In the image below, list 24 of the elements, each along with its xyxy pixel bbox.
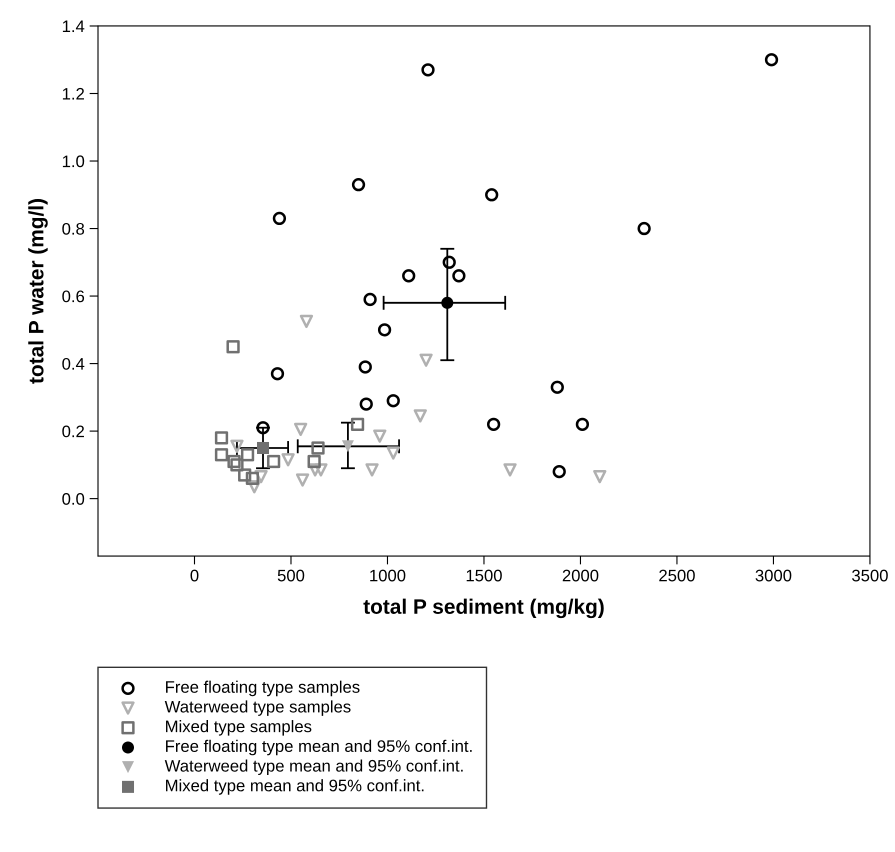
y-tick-label: 1.4 xyxy=(62,20,84,32)
y-tick-label: 1.2 xyxy=(62,88,84,100)
legend-label: Mixed type samples xyxy=(166,720,312,736)
legend-label: Free floating type samples xyxy=(166,680,360,696)
legend-label: Waterweed type samples xyxy=(164,700,351,716)
x-tick-label: 0 xyxy=(190,570,198,582)
x-tick-label: 500 xyxy=(278,570,304,582)
y-tick-label: 0.0 xyxy=(62,493,84,505)
legend-label: Free floating type mean and 95% conf.int. xyxy=(166,740,472,756)
legend-label: Mixed type mean and 95% conf.int. xyxy=(166,779,424,795)
x-tick-label: 3500 xyxy=(852,570,888,582)
y-tick-label: 0.2 xyxy=(62,426,84,438)
x-tick-label: 3000 xyxy=(756,570,792,582)
x-tick-label: 2000 xyxy=(562,570,598,582)
x-tick-label: 1000 xyxy=(370,570,406,582)
y-axis-title: total P water (mg/l) xyxy=(28,199,48,384)
x-axis-title: total P sediment (mg/kg) xyxy=(363,598,604,618)
legend-label: Waterweed type mean and 95% conf.int. xyxy=(164,759,463,776)
x-tick-label: 2500 xyxy=(659,570,695,582)
y-tick-label: 0.8 xyxy=(62,222,84,235)
y-tick-label: 0.6 xyxy=(62,290,84,302)
x-tick-label: 1500 xyxy=(466,570,502,582)
y-tick-label: 1.0 xyxy=(62,155,84,168)
y-tick-label: 0.4 xyxy=(62,358,84,370)
